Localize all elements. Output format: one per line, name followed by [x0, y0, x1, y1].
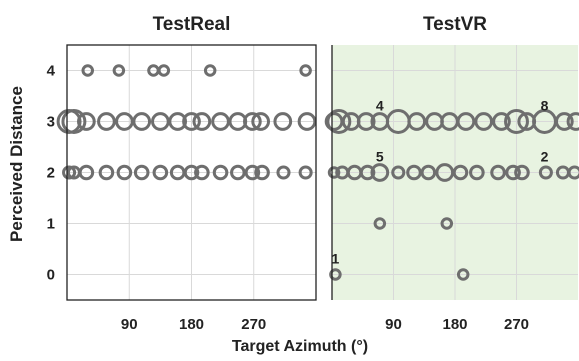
data-point — [504, 109, 529, 134]
data-point — [192, 112, 212, 131]
data-point — [203, 64, 217, 77]
data-point — [211, 112, 230, 131]
data-point — [194, 164, 210, 181]
data-point — [78, 164, 95, 181]
y-axis-label: Perceived Distance — [7, 86, 26, 242]
x-axis-label: Target Azimuth (°) — [232, 338, 368, 355]
data-point — [133, 164, 150, 181]
y-tick-label: 2 — [47, 165, 55, 182]
y-tick-label: 1 — [47, 216, 55, 233]
data-point — [132, 112, 152, 131]
data-point — [356, 112, 376, 131]
data-point — [273, 112, 293, 131]
data-point — [538, 165, 553, 180]
data-point — [452, 164, 469, 181]
data-point — [554, 112, 574, 131]
data-point — [299, 64, 312, 77]
x-tick-label: 180 — [442, 316, 467, 333]
data-point — [505, 164, 521, 181]
y-tick-label: 0 — [47, 267, 55, 284]
point-count-label: 1 — [332, 251, 340, 267]
y-tick-label: 3 — [47, 114, 55, 131]
data-point — [456, 112, 476, 131]
data-point — [97, 112, 116, 131]
panel-frame — [66, 44, 317, 301]
data-point — [490, 164, 506, 181]
data-point — [212, 164, 229, 181]
data-point — [327, 166, 341, 179]
x-tick-label: 270 — [241, 316, 266, 333]
x-tick-label: 180 — [179, 316, 204, 333]
data-point — [62, 165, 77, 180]
data-point — [567, 165, 579, 180]
point-count-label: 5 — [376, 149, 384, 165]
data-point — [469, 164, 485, 181]
data-point — [370, 163, 390, 182]
data-point — [276, 165, 291, 180]
data-point — [474, 112, 494, 131]
data-point — [244, 164, 261, 181]
data-point — [456, 268, 470, 281]
data-point — [440, 217, 454, 230]
data-point — [254, 164, 270, 181]
data-point — [81, 64, 94, 77]
data-point — [157, 64, 171, 77]
data-point — [359, 164, 376, 181]
point-count-label: 4 — [376, 98, 384, 114]
data-point — [182, 112, 201, 131]
data-point — [297, 112, 317, 131]
data-point — [492, 112, 511, 131]
data-point — [514, 164, 530, 181]
data-point — [326, 109, 352, 134]
data-point — [77, 112, 96, 131]
data-point — [115, 112, 134, 131]
panel-title: TestReal — [153, 14, 231, 35]
data-point — [112, 64, 126, 77]
data-point — [230, 164, 246, 181]
data-point — [183, 164, 200, 181]
data-point — [298, 165, 313, 180]
point-count-label: 2 — [541, 149, 549, 165]
data-point — [435, 163, 455, 182]
data-point — [61, 109, 87, 134]
data-point — [251, 112, 271, 131]
data-point — [98, 164, 115, 181]
data-point — [391, 165, 406, 180]
data-point — [243, 112, 262, 131]
point-count-label: 8 — [541, 98, 549, 114]
data-point — [373, 217, 387, 230]
data-point — [406, 164, 422, 181]
data-point — [329, 268, 342, 281]
data-point — [420, 164, 437, 181]
data-point — [168, 112, 188, 131]
data-point — [407, 112, 427, 131]
data-point — [151, 112, 170, 131]
data-point — [566, 112, 579, 131]
data-point — [116, 164, 133, 181]
data-point — [152, 164, 169, 181]
y-tick-label: 4 — [47, 63, 56, 80]
panel-title: TestVR — [423, 14, 487, 35]
x-tick-label: 270 — [504, 316, 529, 333]
x-tick-label: 90 — [385, 316, 402, 333]
x-tick-label: 90 — [121, 316, 138, 333]
